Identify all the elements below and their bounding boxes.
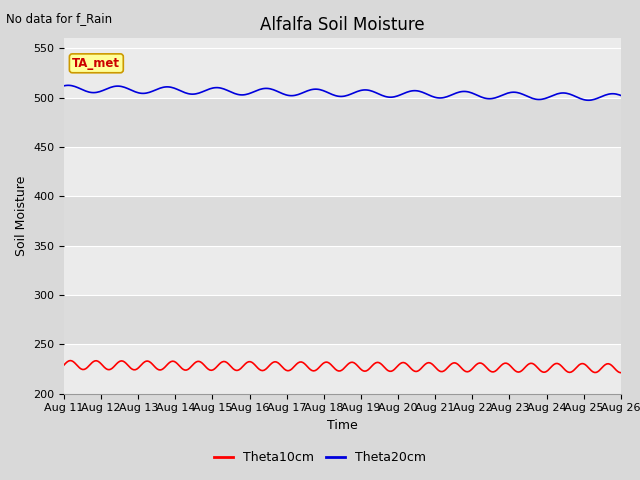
Bar [64,48,621,97]
Bar [64,147,621,196]
Legend: Theta10cm, Theta20cm: Theta10cm, Theta20cm [209,446,431,469]
Y-axis label: Soil Moisture: Soil Moisture [15,176,28,256]
Bar [64,344,621,394]
Bar [64,295,621,344]
Bar [64,97,621,147]
Title: Alfalfa Soil Moisture: Alfalfa Soil Moisture [260,16,425,34]
Text: TA_met: TA_met [72,57,120,70]
Bar [64,246,621,295]
Bar [64,196,621,246]
X-axis label: Time: Time [327,419,358,432]
Text: No data for f_Rain: No data for f_Rain [6,12,113,25]
